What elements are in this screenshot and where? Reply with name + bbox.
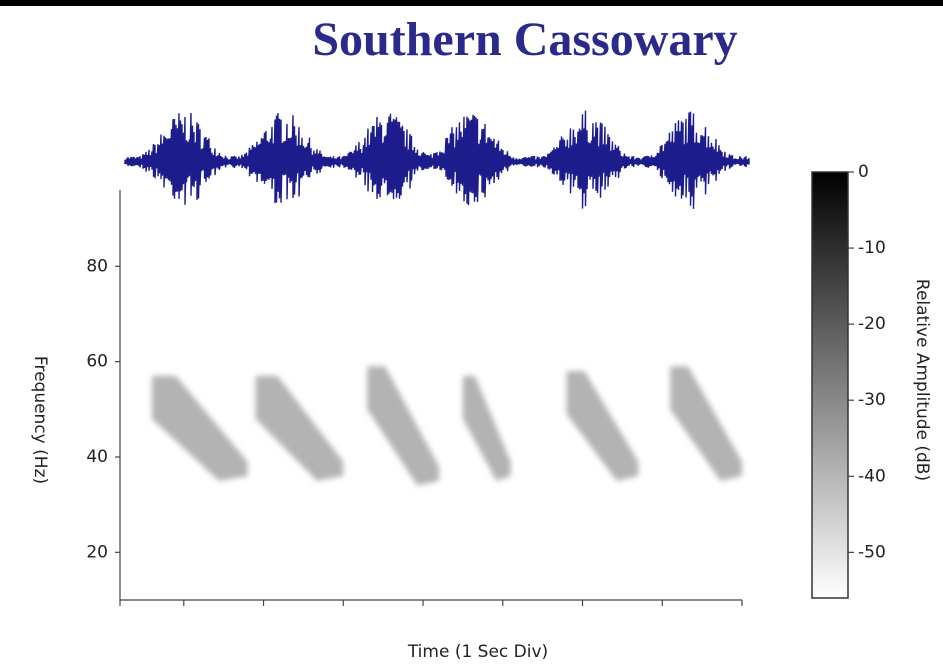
- colorbar-tick-label: -30: [858, 390, 886, 410]
- call: [670, 366, 742, 481]
- colorbar-label: Relative Amplitude (dB): [912, 279, 932, 481]
- top-bar: [0, 0, 943, 6]
- calls: [151, 366, 742, 486]
- y-tick-label: 20: [86, 542, 108, 562]
- call: [566, 371, 639, 481]
- y-tick-label: 60: [86, 352, 108, 372]
- colorbar-tick-label: -20: [858, 314, 886, 334]
- colorbar-tick-label: -50: [858, 542, 886, 562]
- y-tick-label: 40: [86, 447, 108, 467]
- waveform: [124, 110, 750, 209]
- call: [367, 366, 439, 486]
- x-axis-label: Time (1 Sec Div): [407, 642, 548, 662]
- call: [462, 375, 511, 481]
- colorbar-tick-label: -40: [858, 466, 886, 486]
- call: [151, 375, 248, 481]
- y-tick-label: 80: [86, 256, 108, 276]
- y-axis-label: Frequency (Hz): [30, 356, 50, 484]
- colorbar: [811, 171, 849, 599]
- call: [255, 375, 344, 481]
- colorbar-tick-label: 0: [858, 162, 869, 182]
- chart-title: Southern Cassowary: [312, 13, 737, 66]
- colorbar-tick-label: -10: [858, 238, 886, 258]
